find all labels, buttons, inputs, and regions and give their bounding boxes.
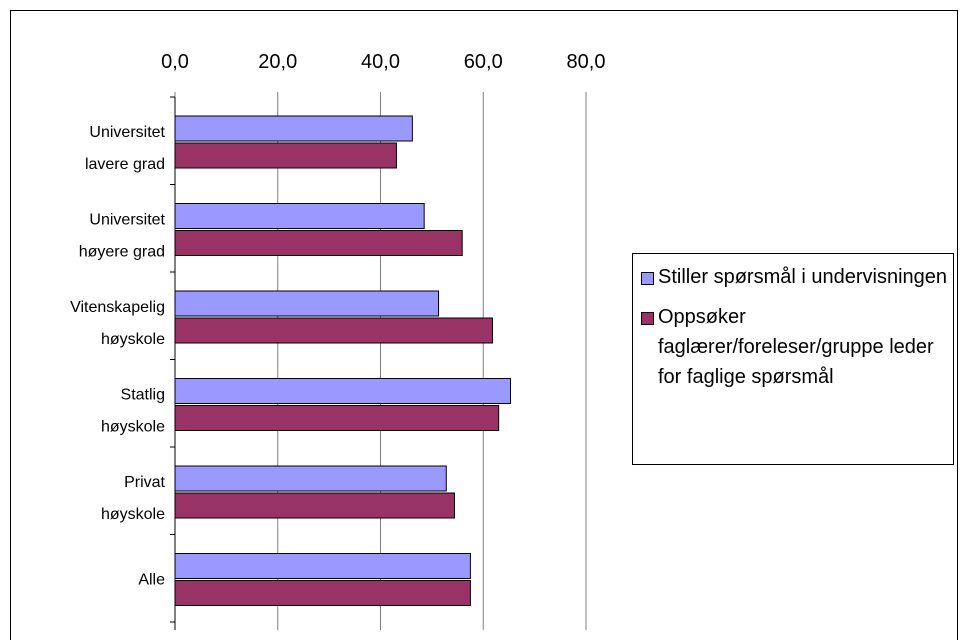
bar <box>174 230 463 256</box>
y-tick-label: Alle <box>138 572 165 589</box>
bar <box>174 580 471 606</box>
bar <box>174 378 511 404</box>
y-tick-label: Universitet lavere grad <box>85 124 166 173</box>
x-tick-label: 0,0 <box>161 51 189 73</box>
y-tick-label: Statlig høyskole <box>101 387 165 436</box>
y-tick-label: Universitet høyere grad <box>79 212 166 261</box>
bar <box>174 203 425 229</box>
legend-item: Oppsøker faglærer/foreleser/gruppe leder… <box>641 302 949 392</box>
legend: Stiller spørsmål i undervisningen Oppsøke… <box>632 253 954 465</box>
x-tick-label: 20,0 <box>258 51 297 73</box>
y-tick-label: Vitenskapelig høyskole <box>70 299 165 348</box>
legend-item: Stiller spørsmål i undervisningen <box>641 262 949 292</box>
x-tick-label: 60,0 <box>464 51 503 73</box>
frame <box>10 10 958 640</box>
bar <box>174 492 455 519</box>
bar <box>174 405 500 431</box>
bar <box>174 290 440 317</box>
legend-label: Oppsøker faglærer/foreleser/gruppe leder… <box>658 306 934 388</box>
bar <box>174 142 397 169</box>
bar <box>174 115 413 142</box>
y-tick-label: Privat høyskole <box>101 474 166 523</box>
bar <box>174 553 471 579</box>
bar <box>174 317 493 344</box>
legend-swatch <box>641 272 654 285</box>
legend-swatch <box>641 312 654 325</box>
bar <box>174 465 447 492</box>
x-tick-label: 40,0 <box>361 51 400 73</box>
legend-label: Stiller spørsmål i undervisningen <box>658 266 948 288</box>
x-tick-label: 80,0 <box>567 51 606 73</box>
